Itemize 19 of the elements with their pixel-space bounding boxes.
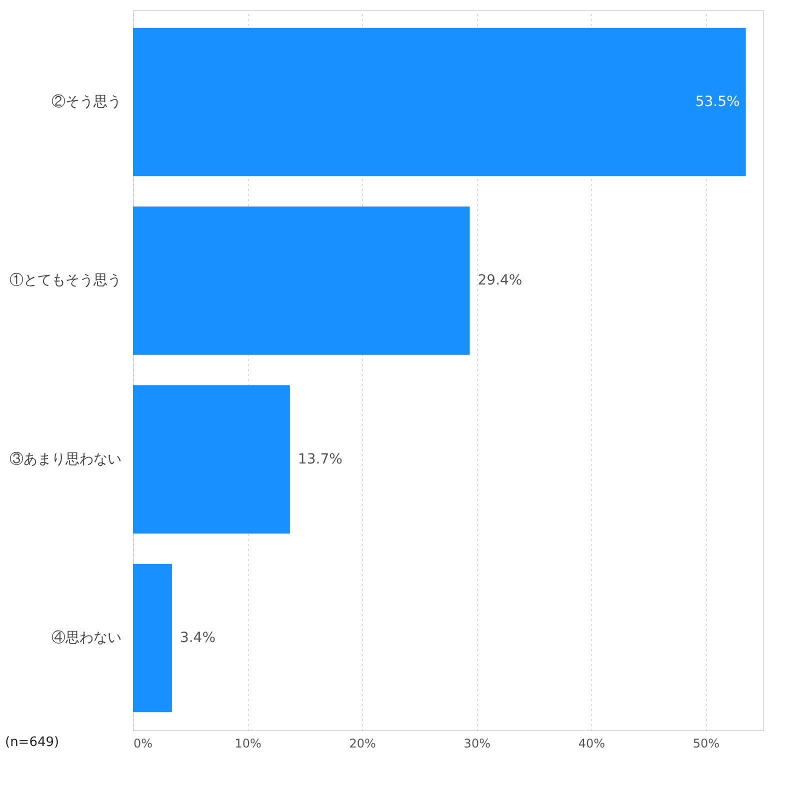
data-label: 3.4% bbox=[180, 630, 216, 646]
bar bbox=[133, 28, 746, 176]
data-label: 29.4% bbox=[478, 272, 522, 289]
data-label: 53.5% bbox=[695, 94, 740, 110]
data-label: 13.7% bbox=[298, 451, 342, 468]
x-tick-label: 10% bbox=[234, 736, 262, 750]
bar bbox=[133, 206, 470, 355]
bar bbox=[133, 564, 172, 712]
y-tick-label: ②そう思う bbox=[52, 93, 122, 110]
x-tick-label: 40% bbox=[578, 736, 606, 750]
text: (n=649) bbox=[5, 735, 60, 750]
y-tick-label: ③あまり思わない bbox=[10, 450, 122, 466]
x-tick-label: 20% bbox=[349, 736, 376, 750]
x-tick-label: 0% bbox=[134, 736, 153, 750]
bar bbox=[133, 385, 290, 534]
x-tick-label: 30% bbox=[464, 736, 490, 750]
y-tick-label: ①とてもそう思う bbox=[10, 272, 122, 288]
y-tick-label: ④思わない bbox=[52, 628, 122, 645]
x-tick-label: 50% bbox=[692, 736, 720, 750]
